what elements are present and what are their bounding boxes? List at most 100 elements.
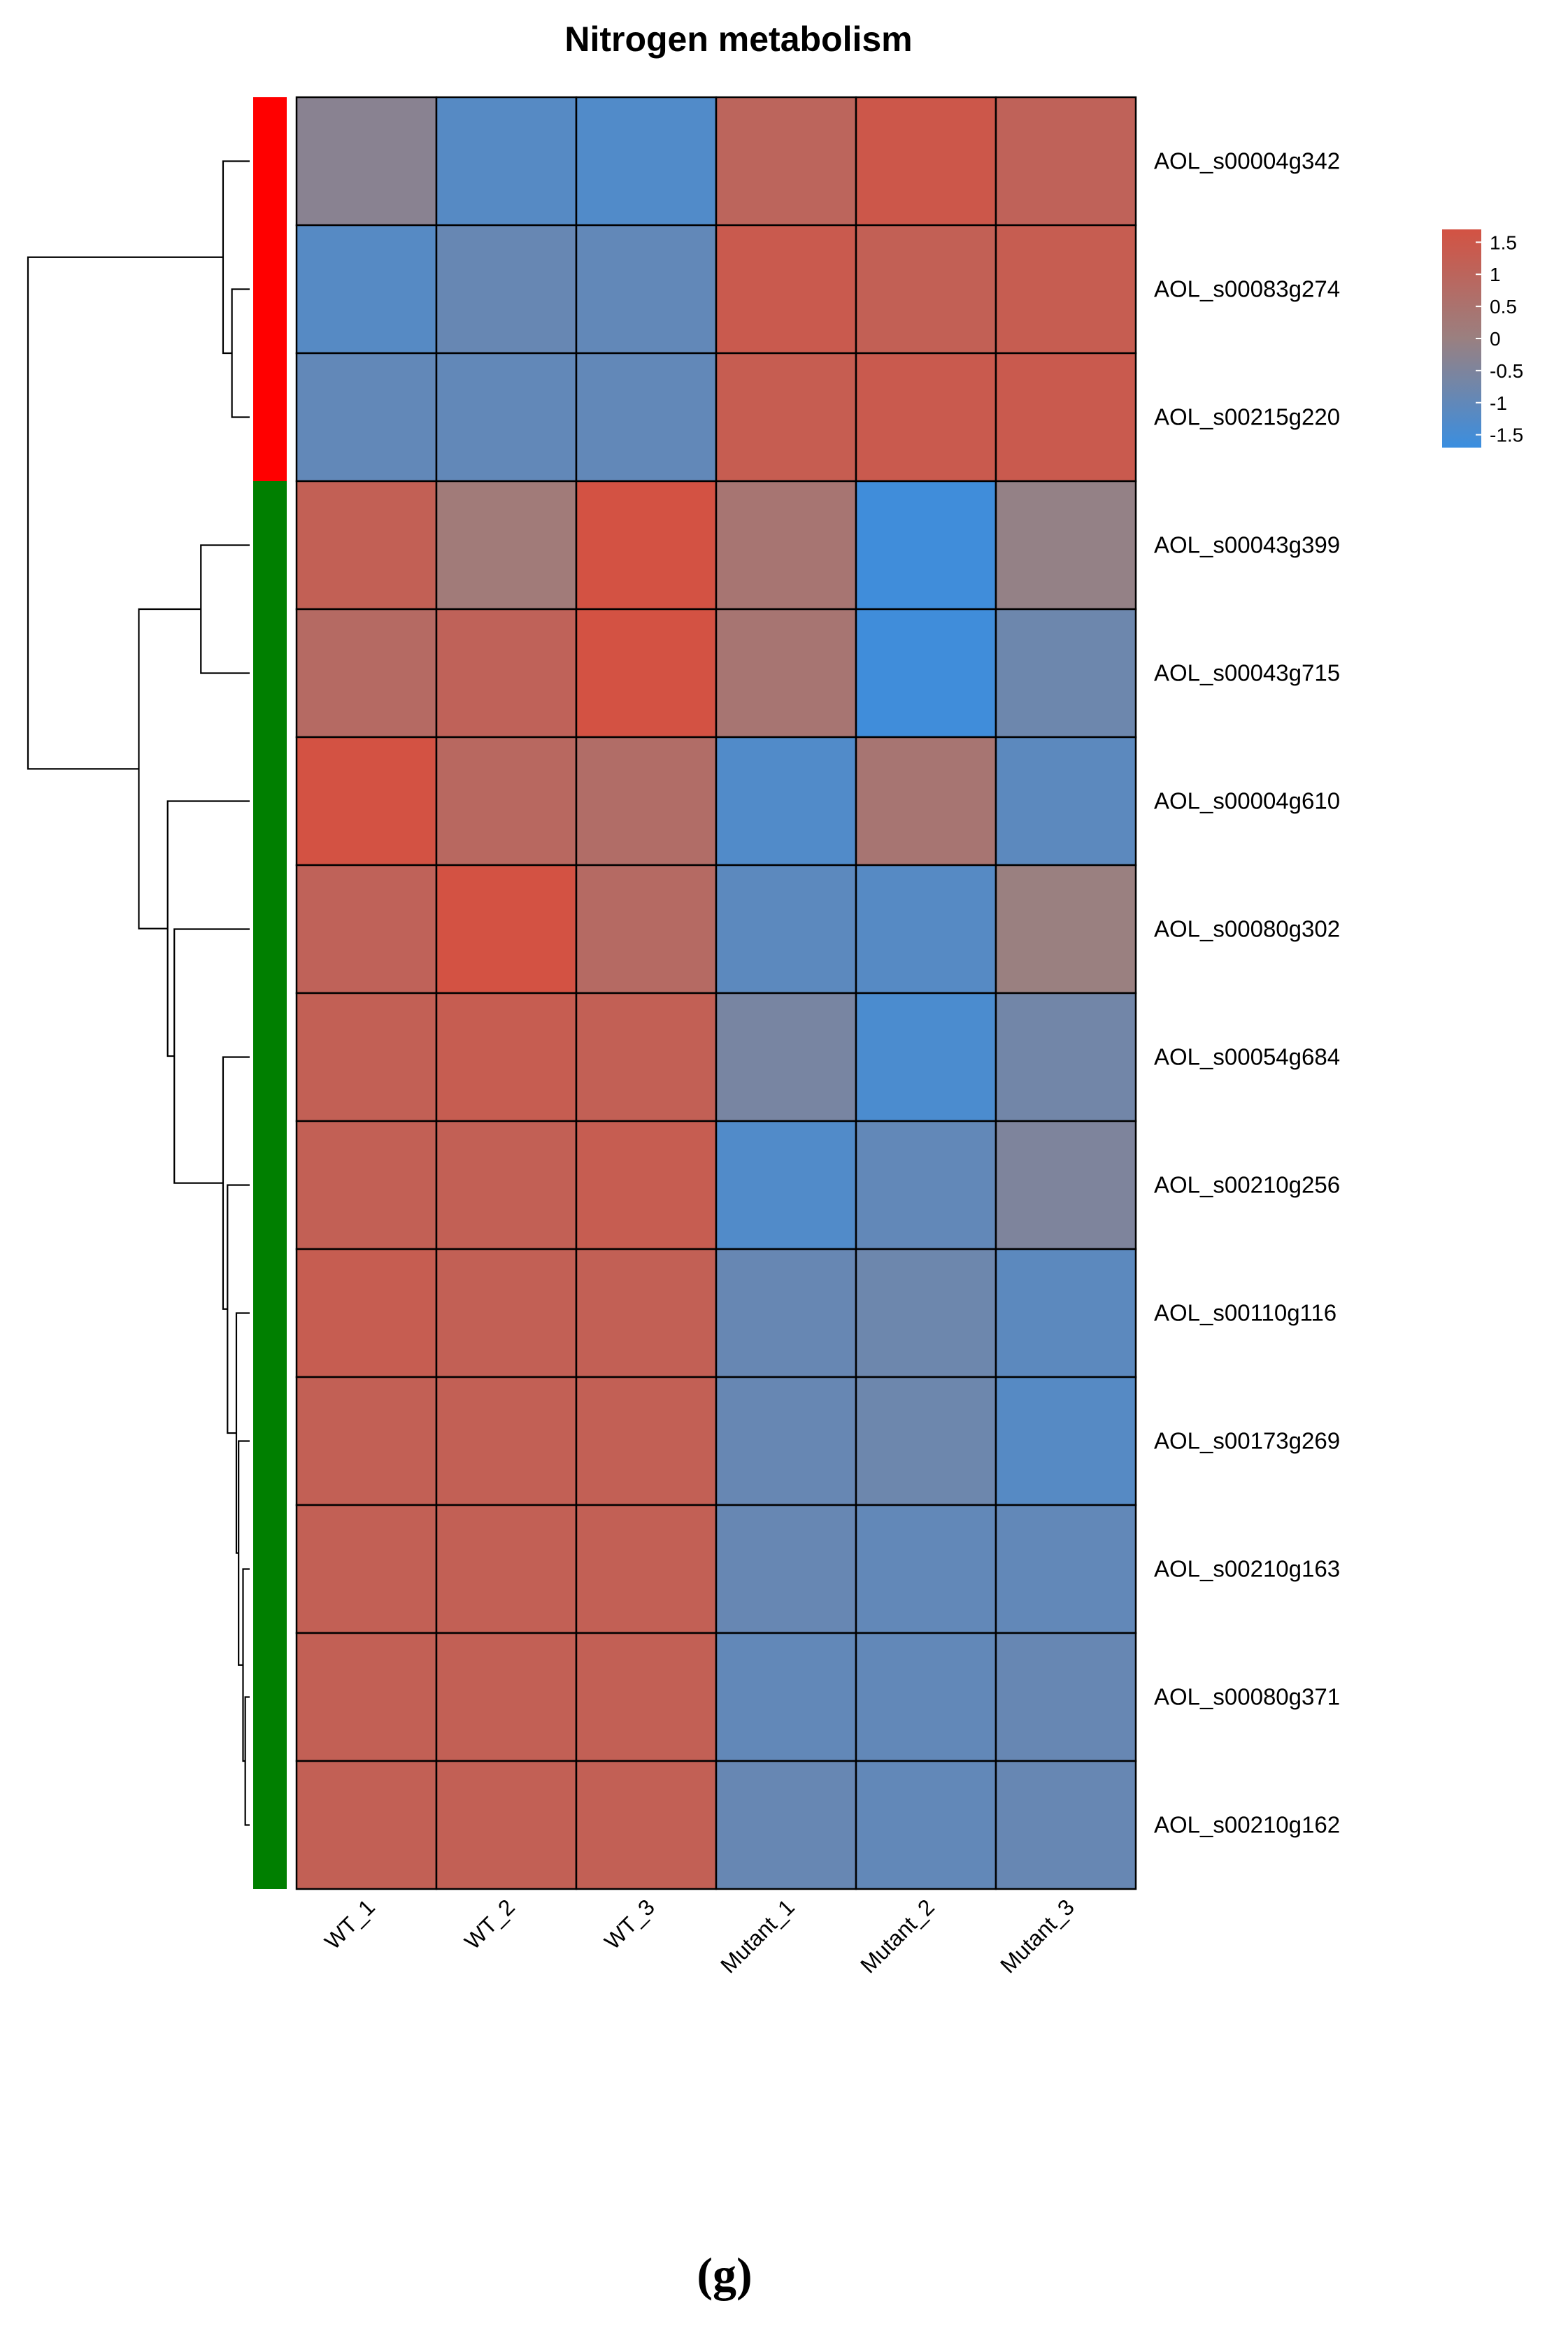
heatmap-cell	[295, 1376, 438, 1506]
column-labels: WT_1 WT_2 WT_3 Mutant_1 Mutant_2 Mutant_3	[320, 1894, 1079, 1978]
heatmap-cell	[715, 224, 857, 355]
dendrogram-branch	[231, 288, 250, 418]
column-label: Mutant_3	[995, 1894, 1079, 1978]
row-label: AOL_s00083g274	[1154, 276, 1340, 302]
row-label: AOL_s00210g163	[1154, 1556, 1340, 1582]
column-label: Mutant_2	[855, 1894, 939, 1978]
heatmap-cell	[715, 352, 857, 483]
heatmap-cell	[715, 1376, 857, 1506]
heatmap-cell	[715, 96, 857, 227]
heatmap-cell	[435, 224, 578, 355]
heatmap-cell	[855, 480, 997, 611]
legend-tick-label: 1.5	[1490, 231, 1517, 253]
heatmap-cell	[995, 736, 1137, 867]
heatmap-cell	[855, 736, 997, 867]
heatmap-cell	[855, 224, 997, 355]
legend-color-bar	[1442, 229, 1481, 448]
heatmap-cell	[435, 96, 578, 227]
heatmap-cell	[715, 736, 857, 867]
heatmap-cell	[295, 1120, 438, 1250]
heatmap-cell	[575, 992, 718, 1122]
heatmap-cell	[295, 480, 438, 611]
heatmap-cell	[855, 1504, 997, 1634]
heatmap-cell	[855, 1248, 997, 1378]
legend-tick-label: -1	[1490, 392, 1507, 414]
heatmap-cell	[715, 1120, 857, 1250]
heatmap-cell	[715, 1760, 857, 1890]
heatmap-cell	[575, 480, 718, 611]
row-labels: AOL_s00004g342 AOL_s00083g274 AOL_s00215g2…	[1154, 148, 1340, 1838]
row-label: AOL_s00210g162	[1154, 1812, 1340, 1838]
heatmap-cell	[435, 864, 578, 995]
heatmap-cell	[715, 864, 857, 995]
heatmap-cell	[715, 1632, 857, 1762]
dendrogram-branch	[138, 608, 201, 929]
heatmap-cell	[575, 96, 718, 227]
heatmap-cell	[295, 864, 438, 995]
row-label: AOL_s00004g610	[1154, 788, 1340, 814]
row-label: AOL_s00110g116	[1154, 1300, 1337, 1326]
dendrogram-branch	[238, 1440, 250, 1666]
heatmap-cell	[855, 1376, 997, 1506]
heatmap-cell	[295, 736, 438, 867]
column-label: WT_3	[599, 1894, 660, 1954]
heatmap-cell	[435, 608, 578, 739]
legend-tick-label: -1.5	[1490, 425, 1523, 446]
column-label: WT_2	[459, 1894, 520, 1954]
heatmap-cells	[295, 96, 1137, 1890]
heatmap-cell	[435, 1504, 578, 1634]
row-label: AOL_s00004g342	[1154, 148, 1340, 174]
row-group-bar	[253, 97, 287, 481]
heatmap-cell	[575, 224, 718, 355]
heatmap-cell	[855, 1120, 997, 1250]
row-label: AOL_s00173g269	[1154, 1428, 1340, 1454]
heatmap-cell	[295, 1248, 438, 1378]
heatmap-cell	[575, 1504, 718, 1634]
heatmap-cell	[995, 864, 1137, 995]
legend-tick-label: 1	[1490, 264, 1501, 285]
heatmap-cell	[995, 1376, 1137, 1506]
heatmap-cell	[295, 352, 438, 483]
heatmap-cell	[715, 1248, 857, 1378]
heatmap-cell	[295, 1504, 438, 1634]
heatmap-cell	[575, 864, 718, 995]
heatmap-cell	[575, 1120, 718, 1250]
legend-tick-label: 0	[1490, 328, 1501, 350]
heatmap-cell	[995, 224, 1137, 355]
heatmap-cell	[855, 864, 997, 995]
heatmap-cell	[435, 1632, 578, 1762]
color-legend: 1.5 1 0.5 0 -0.5 -1 -1.5	[1442, 229, 1523, 448]
heatmap-cell	[855, 992, 997, 1122]
heatmap-cell	[435, 736, 578, 867]
chart-title: Nitrogen metabolism	[564, 20, 912, 59]
heatmap-cell	[575, 1376, 718, 1506]
heatmap-cell	[715, 480, 857, 611]
heatmap-cell	[995, 608, 1137, 739]
heatmap-cell	[575, 352, 718, 483]
dendrogram-branch	[222, 160, 250, 355]
heatmap-cell	[855, 352, 997, 483]
heatmap-cell	[435, 1760, 578, 1890]
heatmap-cell	[995, 1120, 1137, 1250]
heatmap-cell	[575, 736, 718, 867]
heatmap-cell	[995, 96, 1137, 227]
dendrogram-branch	[227, 1184, 250, 1434]
heatmap-cell	[575, 1632, 718, 1762]
legend-tick-label: 0.5	[1490, 296, 1517, 318]
row-group-annotation-bar	[253, 97, 287, 1889]
heatmap-cell	[715, 1504, 857, 1634]
heatmap-cell	[855, 1632, 997, 1762]
heatmap-cell	[995, 480, 1137, 611]
heatmap-cell	[435, 992, 578, 1122]
heatmap-cell	[435, 352, 578, 483]
heatmap-cell	[995, 1248, 1137, 1378]
heatmap-cell	[995, 1760, 1137, 1890]
column-label: WT_1	[320, 1894, 380, 1954]
heatmap-cell	[435, 1376, 578, 1506]
panel-label: (g)	[697, 2248, 752, 2301]
heatmap-cell	[295, 992, 438, 1122]
heatmap-cell	[855, 1760, 997, 1890]
heatmap-cell	[855, 608, 997, 739]
heatmap-cell	[995, 992, 1137, 1122]
